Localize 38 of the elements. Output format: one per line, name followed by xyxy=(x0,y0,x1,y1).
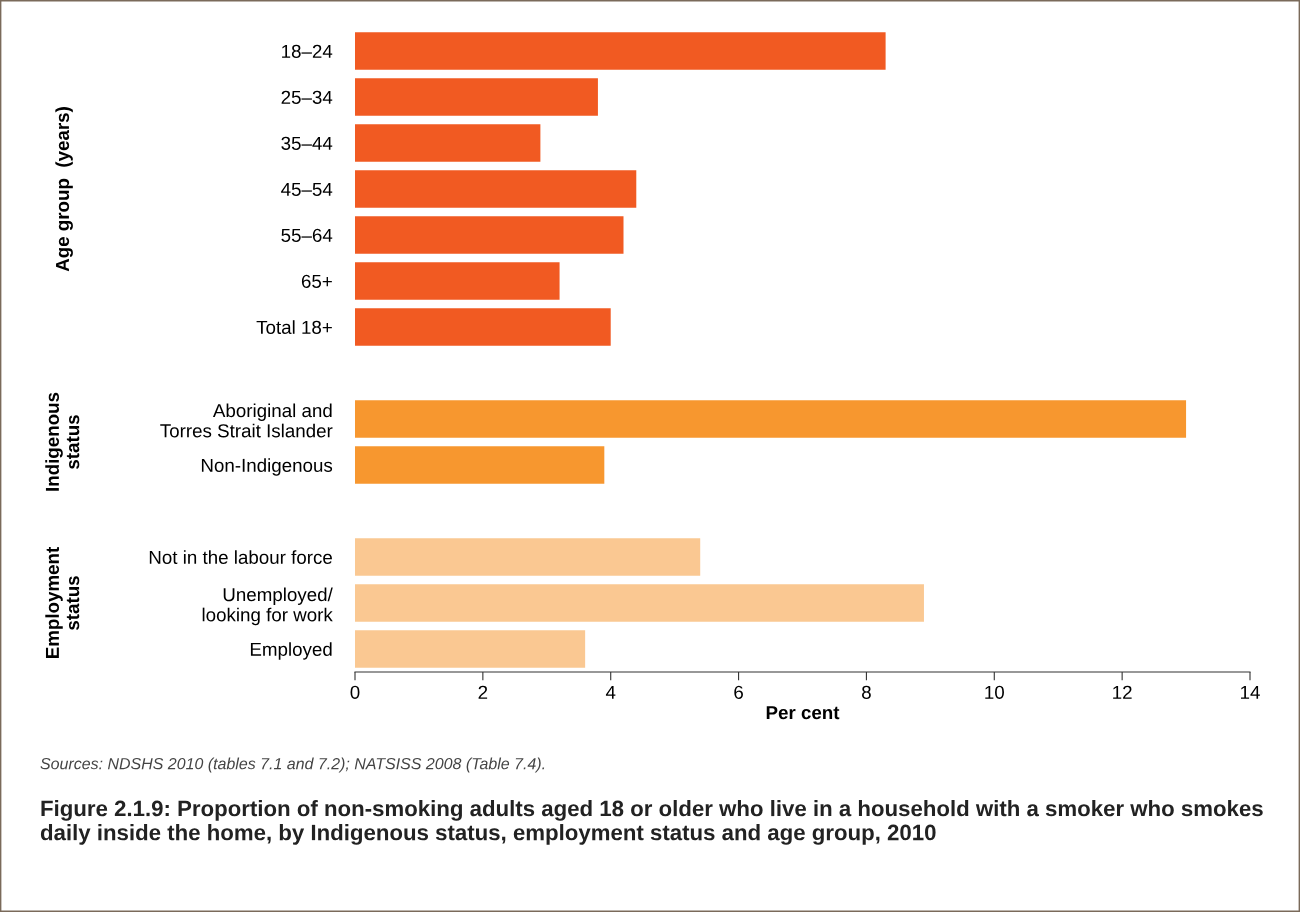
y-tick-label: Not in the labour force xyxy=(149,550,332,564)
x-tick-label: 6 xyxy=(734,685,743,699)
bar xyxy=(355,446,605,484)
x-axis-title: Per cent xyxy=(766,706,840,720)
x-tick-label: 0 xyxy=(350,685,360,699)
bar xyxy=(355,538,701,576)
source-note: Sources: NDSHS 2010 (tables 7.1 and 7.2); NATSISS 2008 (Table 7.4). xyxy=(40,757,545,773)
y-tick-label: Non-Indigenous xyxy=(201,458,333,476)
y-tick-label: 55–64 xyxy=(281,228,333,242)
y-tick-label: Unemployed/ looking for work xyxy=(202,587,333,626)
x-tick-label: 4 xyxy=(605,685,616,699)
x-tick-label: 10 xyxy=(985,685,1004,699)
x-tick-label: 14 xyxy=(1241,685,1260,699)
bar xyxy=(355,124,541,162)
bar xyxy=(355,262,560,300)
y-tick-label: 65+ xyxy=(301,274,332,288)
text: Age group (years) xyxy=(55,107,73,272)
bar xyxy=(355,216,624,254)
y-tick-label: 25–34 xyxy=(281,90,333,104)
x-tick-label: 8 xyxy=(862,685,871,699)
y-tick-label: Total 18+ xyxy=(256,320,332,334)
y-tick-label: 45–54 xyxy=(281,182,333,196)
bar xyxy=(355,32,886,70)
bar xyxy=(355,584,924,622)
text: Employment status xyxy=(45,546,80,658)
bar xyxy=(355,78,598,116)
bar xyxy=(355,400,1187,438)
x-tick-label: 2 xyxy=(478,685,488,699)
y-tick-label: 18–24 xyxy=(282,44,333,58)
text: Figure 2.1.9: Proportion of non-smoking adults aged 18 or older who live in a household with a smoker who smokes daily inside the home, by Indigenous status, employment status and age group, 2010 xyxy=(40,800,1263,845)
y-tick-label: Aboriginal and Torres Strait Islander xyxy=(160,403,333,438)
text: Indigenous status xyxy=(45,392,80,491)
bar xyxy=(355,630,586,668)
y-tick-label: 35–44 xyxy=(281,136,333,150)
x-tick-label: 12 xyxy=(1113,685,1132,699)
bar xyxy=(355,170,637,208)
bar xyxy=(355,308,611,346)
y-tick-label: Employed xyxy=(250,642,332,660)
